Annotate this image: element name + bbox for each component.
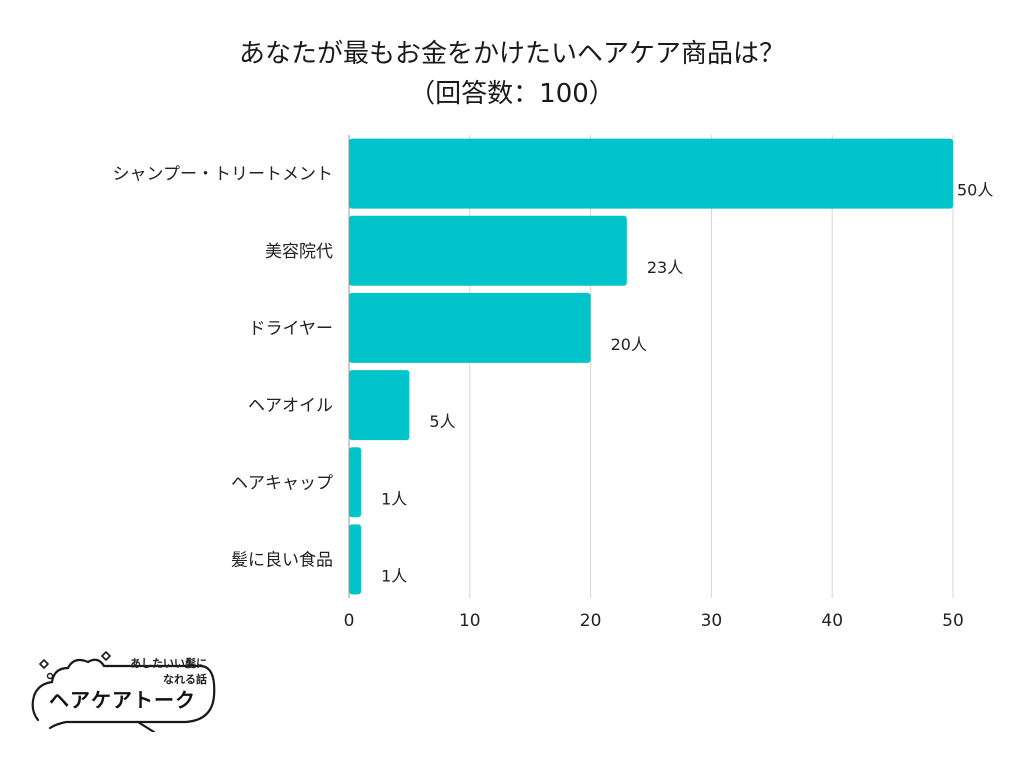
bar-0 [349,138,953,209]
x-tick-label-40: 40 [821,611,843,631]
bar-4 [349,447,362,518]
bar-3 [349,370,410,441]
data-label-5: 1人 [381,566,407,585]
data-label-0: 50人 [957,181,993,200]
x-tick-label-0: 0 [344,611,355,631]
logo-name: ヘアケアトーク [49,688,196,712]
category-label-3: ヘアオイル [248,396,333,416]
data-label-2: 20人 [611,335,647,354]
chart-title: あなたが最もお金をかけたいヘアケア商品は？ （回答数：100） [0,34,1024,114]
data-label-3: 5人 [429,412,455,431]
bar-2 [349,292,591,363]
category-label-0: シャンプー・トリートメント [113,165,334,185]
x-tick-label-50: 50 [942,611,964,631]
chart-title-line2: （回答数：100） [409,79,615,109]
bar-5 [349,524,362,595]
data-label-4: 1人 [381,489,407,508]
bar-1 [349,215,627,286]
category-label-2: ドライヤー [249,319,334,339]
category-label-5: 髪に良い食品 [231,550,333,570]
x-tick-label-10: 10 [459,611,481,631]
x-tick-label-20: 20 [580,611,602,631]
category-label-1: 美容院代 [265,242,333,262]
logo-bubble-icon [31,650,216,732]
data-label-1: 23人 [647,258,683,277]
chart-title-line1: あなたが最もお金をかけたいヘアケア商品は？ [238,39,785,69]
logo-tagline: あしたいい髪に なれる話 [92,656,207,688]
logo-tagline-line1: あしたいい髪に [130,657,207,670]
x-tick-label-30: 30 [701,611,723,631]
category-label-4: ヘアキャップ [231,473,333,493]
logo-tagline-line2: なれる話 [163,673,207,686]
